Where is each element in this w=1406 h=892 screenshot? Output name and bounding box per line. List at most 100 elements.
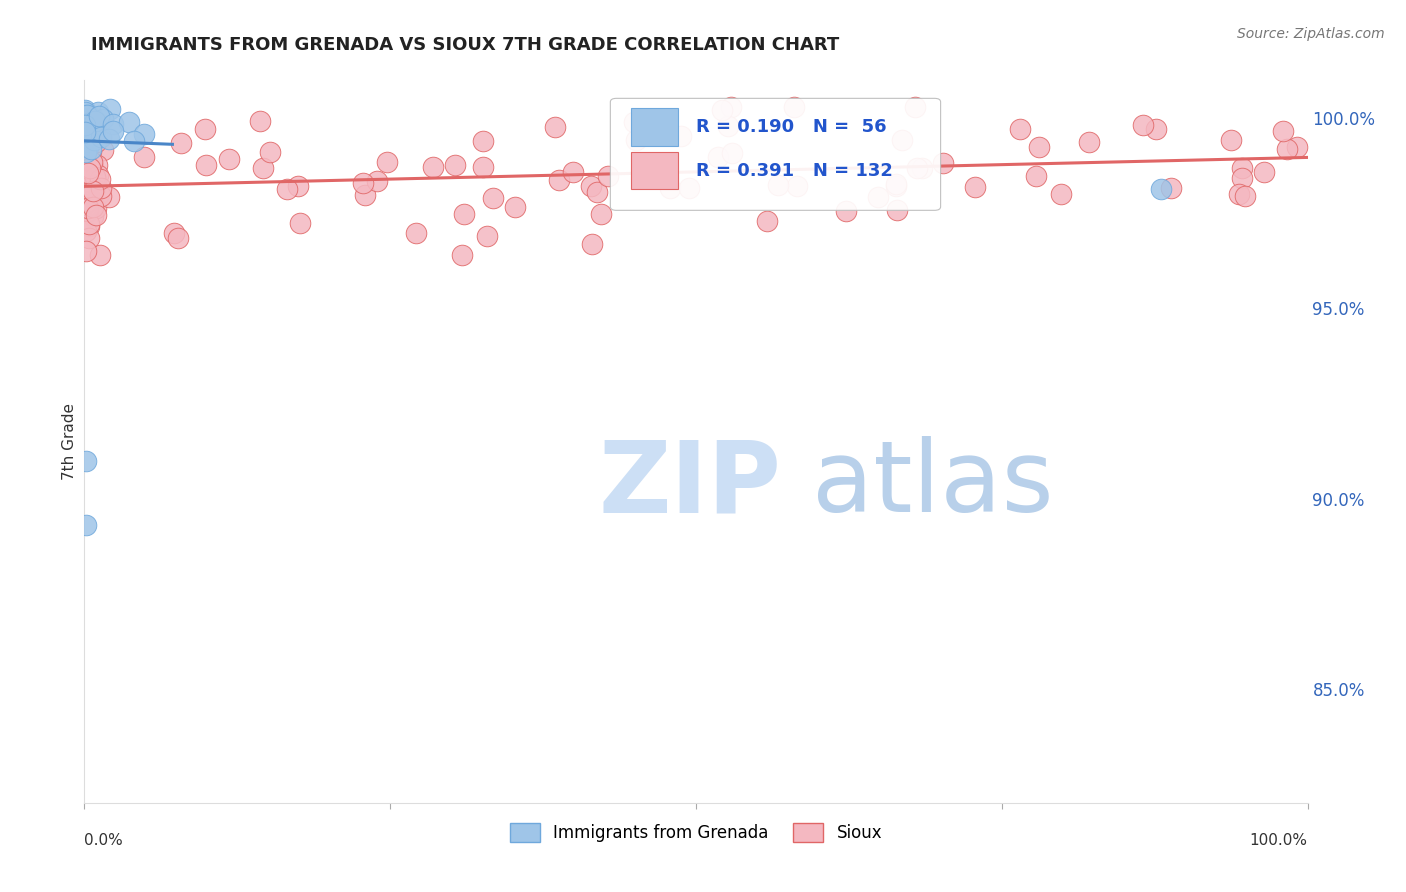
Point [82,209,104,223]
Point [834,204,856,219]
Point [77,161,100,176]
Point [80,124,103,138]
Point [79,219,101,233]
Point [77,231,100,245]
Point [167,231,190,245]
Point [481,191,503,205]
Point [76,131,98,145]
Point [717,120,740,134]
Point [624,133,647,147]
Point [76,244,98,258]
Point [73,112,96,126]
Point [83,182,105,196]
Point [218,152,240,166]
Point [768,178,790,192]
Point [124,134,146,148]
Point [585,185,607,199]
Point [581,237,603,252]
Point [76,130,98,145]
Point [1008,122,1031,136]
Point [1220,133,1243,147]
Point [472,134,495,148]
Point [84,118,107,132]
Point [471,160,494,174]
Point [76,140,98,154]
Point [786,179,808,194]
Point [76,185,98,199]
Point [75,145,97,159]
Point [76,139,98,153]
Point [911,161,934,175]
Point [91,143,114,157]
Point [80,128,103,142]
Point [79,161,101,176]
Point [1028,140,1050,154]
Text: ZIP: ZIP [598,436,780,533]
Point [77,122,100,136]
Point [706,149,728,163]
Point [79,118,101,132]
Point [73,141,96,155]
Text: R = 0.190   N =  56: R = 0.190 N = 56 [696,119,887,136]
Point [75,518,97,533]
Point [84,201,107,215]
Point [451,248,474,262]
Point [77,135,100,149]
Point [1275,142,1298,156]
Point [669,129,692,144]
Point [1271,124,1294,138]
Point [884,179,907,194]
Point [82,184,104,198]
Point [1286,140,1309,154]
Point [886,202,908,217]
Point [720,100,742,114]
Point [90,181,112,195]
Point [79,184,101,198]
FancyBboxPatch shape [631,109,678,146]
Point [561,165,583,179]
Point [86,158,108,172]
Point [1230,171,1253,186]
Point [132,127,155,141]
Point [287,178,309,193]
Point [77,201,100,215]
Point [82,160,104,174]
Point [252,161,274,175]
Point [73,187,96,202]
Point [547,173,569,187]
Point [170,136,193,150]
Point [86,136,108,150]
Point [75,150,97,164]
Point [82,155,104,169]
Point [352,176,374,190]
Point [75,118,97,132]
Text: 100.0%: 100.0% [1250,833,1308,848]
Point [77,133,100,147]
Point [375,155,398,169]
Point [76,117,98,131]
Point [84,208,107,222]
Point [77,124,100,138]
Point [75,124,97,138]
Point [866,190,889,204]
Point [80,127,103,141]
Point [354,187,377,202]
Point [444,158,467,172]
Point [1132,118,1154,132]
Point [288,217,311,231]
Point [77,126,100,140]
Point [75,125,97,139]
Point [475,229,498,244]
Point [76,120,98,134]
Point [1078,135,1101,149]
Text: atlas: atlas [813,436,1054,533]
Point [76,202,98,216]
Point [711,103,734,117]
Point [73,105,96,120]
Point [80,113,103,128]
Point [84,124,107,138]
Point [73,150,96,164]
Point [163,226,186,240]
Point [80,183,103,197]
Point [87,105,110,120]
